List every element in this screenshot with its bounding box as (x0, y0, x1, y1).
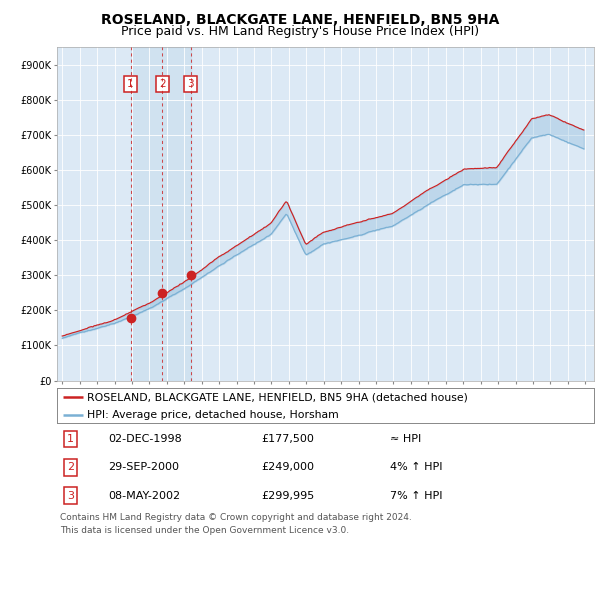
Text: 2: 2 (159, 79, 166, 89)
Text: ROSELAND, BLACKGATE LANE, HENFIELD, BN5 9HA (detached house): ROSELAND, BLACKGATE LANE, HENFIELD, BN5 … (86, 392, 467, 402)
Text: 1: 1 (127, 79, 134, 89)
Text: 02-DEC-1998: 02-DEC-1998 (108, 434, 182, 444)
Text: Price paid vs. HM Land Registry's House Price Index (HPI): Price paid vs. HM Land Registry's House … (121, 25, 479, 38)
Text: ROSELAND, BLACKGATE LANE, HENFIELD, BN5 9HA: ROSELAND, BLACKGATE LANE, HENFIELD, BN5 … (101, 13, 499, 27)
Bar (131, 47, 191, 381)
Text: ≈ HPI: ≈ HPI (390, 434, 421, 444)
Text: 2: 2 (67, 463, 74, 472)
Text: £299,995: £299,995 (261, 491, 314, 500)
Text: This data is licensed under the Open Government Licence v3.0.: This data is licensed under the Open Gov… (60, 526, 349, 535)
Text: Contains HM Land Registry data © Crown copyright and database right 2024.: Contains HM Land Registry data © Crown c… (60, 513, 412, 522)
Text: HPI: Average price, detached house, Horsham: HPI: Average price, detached house, Hors… (86, 410, 338, 420)
Text: £177,500: £177,500 (261, 434, 314, 444)
Text: 4% ↑ HPI: 4% ↑ HPI (390, 463, 442, 472)
Text: 3: 3 (187, 79, 194, 89)
Text: £249,000: £249,000 (261, 463, 314, 472)
Text: 3: 3 (67, 491, 74, 500)
Text: 1: 1 (67, 434, 74, 444)
Text: 29-SEP-2000: 29-SEP-2000 (108, 463, 179, 472)
Text: 08-MAY-2002: 08-MAY-2002 (108, 491, 180, 500)
Text: 7% ↑ HPI: 7% ↑ HPI (390, 491, 442, 500)
